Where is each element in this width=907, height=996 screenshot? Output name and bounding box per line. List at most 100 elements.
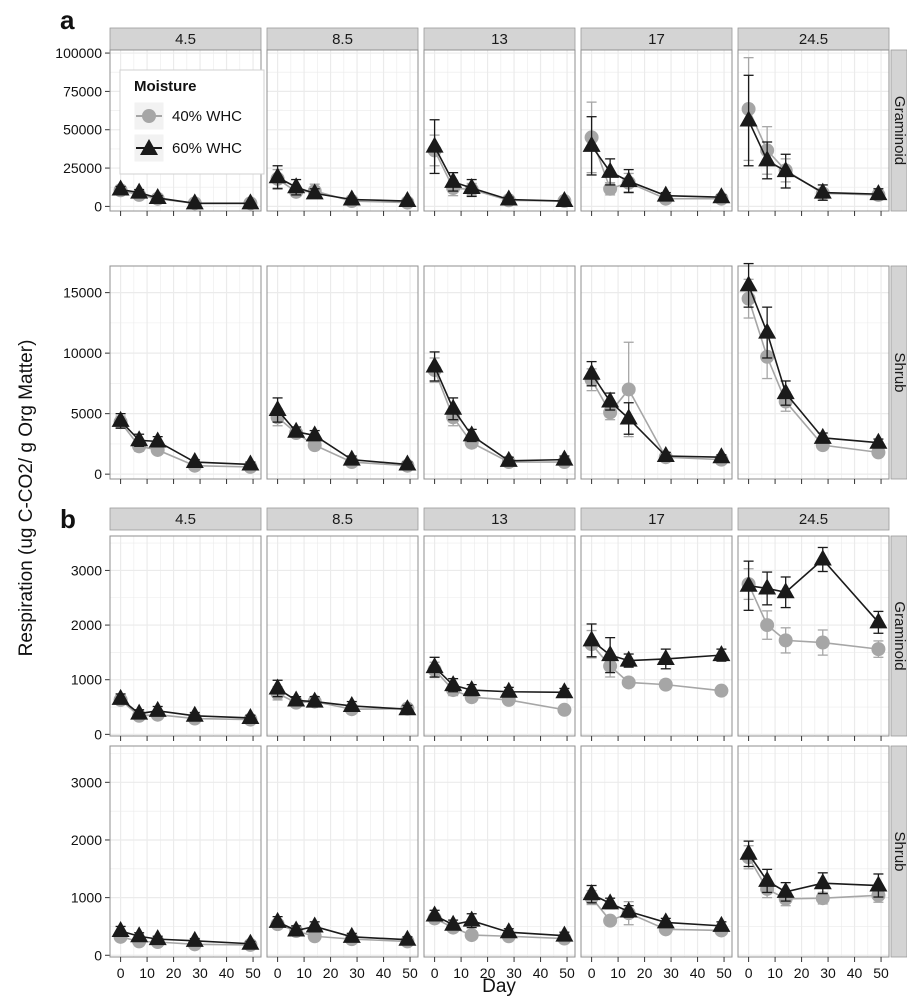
row-strip-label: Graminoid [891, 96, 907, 165]
y-axis-title: Respiration (ug C-CO2/ g Org Matter) [16, 340, 37, 657]
x-tick-label: 30 [663, 965, 679, 981]
data-point-triangle-60 [305, 183, 324, 200]
facet-panel-a-shrub-24.5 [737, 262, 890, 484]
x-tick-label: 30 [820, 965, 836, 981]
data-point-triangle-60 [148, 187, 167, 204]
x-tick-label: 30 [192, 965, 208, 981]
x-tick-label: 20 [166, 965, 182, 981]
data-point-triangle-60 [305, 425, 324, 442]
data-point-triangle-60 [601, 645, 620, 662]
column-strip-label: 8.5 [332, 511, 353, 528]
panel-border [580, 535, 733, 737]
y-tick-label: 3000 [71, 774, 102, 790]
data-point-triangle-60 [342, 695, 361, 712]
x-tick-label: 50 [873, 965, 889, 981]
facet-panel-b-shrub-17: 0 10 20 30 40 50 [580, 745, 733, 981]
y-tick-label: 15000 [63, 285, 102, 301]
data-point-triangle-60 [111, 688, 130, 705]
column-strip-label: 17 [648, 511, 665, 528]
panel-background [266, 745, 419, 958]
column-strip-bg [266, 507, 419, 531]
x-tick-label: 20 [794, 965, 810, 981]
x-tick-label: 0 [274, 965, 282, 981]
panel-border [737, 535, 890, 737]
data-point-triangle-60 [758, 578, 777, 595]
y-tick-label: 10000 [63, 345, 102, 361]
y-tick-label: 100000 [55, 45, 102, 61]
data-point-triangle-60 [268, 911, 287, 928]
data-point-triangle-60 [869, 184, 888, 201]
facet-panel-a-graminoid-8.5 [266, 49, 419, 216]
facet-panel-a-graminoid-24.5 [737, 49, 890, 216]
column-strip-a-4: 24.5 [737, 27, 890, 51]
data-point-triangle-60 [869, 875, 888, 892]
facet-panel-b-graminoid-4.5 [109, 535, 262, 741]
data-point-triangle-60 [185, 193, 204, 210]
data-point-circle-40 [658, 677, 673, 692]
facet-panel-b-shrub-13: 0 10 20 30 40 50 [423, 745, 576, 981]
column-strip-label: 8.5 [332, 31, 353, 48]
panel-border [580, 49, 733, 212]
y-tick-label: 2000 [71, 617, 102, 633]
data-point-triangle-60 [582, 135, 601, 152]
panel-border [737, 745, 890, 958]
x-tick-label: 40 [219, 965, 235, 981]
facet-panel-a-shrub-13 [423, 265, 576, 484]
column-strip-b-3: 17 [580, 507, 733, 531]
panel-border [109, 745, 262, 958]
legend-title: Moisture [134, 78, 197, 95]
data-point-triangle-60 [185, 705, 204, 722]
column-strip-b-1: 8.5 [266, 507, 419, 531]
column-strip-bg [580, 507, 733, 531]
row-strip-label: Graminoid [891, 601, 907, 670]
column-strip-a-0: 4.5 [109, 27, 262, 51]
data-point-triangle-60 [462, 910, 481, 927]
x-tick-label: 0 [588, 965, 596, 981]
data-point-triangle-60 [148, 700, 167, 717]
data-point-triangle-60 [398, 699, 417, 716]
data-point-triangle-60 [185, 452, 204, 469]
data-point-triangle-60 [739, 275, 758, 292]
facet-panel-b-graminoid-24.5 [737, 535, 890, 741]
facet-panels: 4.5 8.5 13 17 24.5Graminoid02500050000750001… [55, 27, 907, 981]
data-point-triangle-60 [398, 454, 417, 471]
panel-background [266, 265, 419, 480]
data-point-triangle-60 [813, 549, 832, 566]
column-strip-label: 24.5 [799, 31, 828, 48]
data-point-triangle-60 [425, 136, 444, 153]
data-point-triangle-60 [739, 575, 758, 592]
row-strip-bg [890, 49, 907, 212]
data-point-circle-40 [871, 445, 886, 460]
x-tick-label: 10 [767, 965, 783, 981]
x-tick-label: 0 [745, 965, 753, 981]
panel-background [737, 745, 890, 958]
facet-panel-a-shrub-17 [580, 265, 733, 484]
data-point-triangle-60 [287, 421, 306, 438]
data-point-triangle-60 [398, 929, 417, 946]
panel-background [737, 535, 890, 737]
data-point-triangle-60 [444, 675, 463, 692]
data-point-circle-40 [557, 702, 572, 717]
data-point-triangle-60 [776, 161, 795, 178]
panel-background [109, 535, 262, 737]
column-strip-label: 4.5 [175, 31, 196, 48]
data-point-triangle-60 [462, 680, 481, 697]
data-point-triangle-60 [813, 182, 832, 199]
x-tick-label: 20 [480, 965, 496, 981]
column-strip-bg [109, 507, 262, 531]
data-point-circle-40 [815, 635, 830, 650]
data-point-triangle-60 [241, 707, 260, 724]
legend-triangle-icon [140, 139, 158, 155]
y-tick-label: 1000 [71, 890, 102, 906]
data-point-triangle-60 [776, 383, 795, 400]
data-point-circle-40 [760, 618, 775, 633]
column-strip-a-3: 17 [580, 27, 733, 51]
data-point-triangle-60 [425, 905, 444, 922]
data-point-triangle-60 [619, 650, 638, 667]
column-strip-label: 13 [491, 31, 508, 48]
data-point-triangle-60 [739, 843, 758, 860]
column-strip-bg [737, 507, 890, 531]
data-point-triangle-60 [425, 356, 444, 373]
panel-border [423, 535, 576, 737]
